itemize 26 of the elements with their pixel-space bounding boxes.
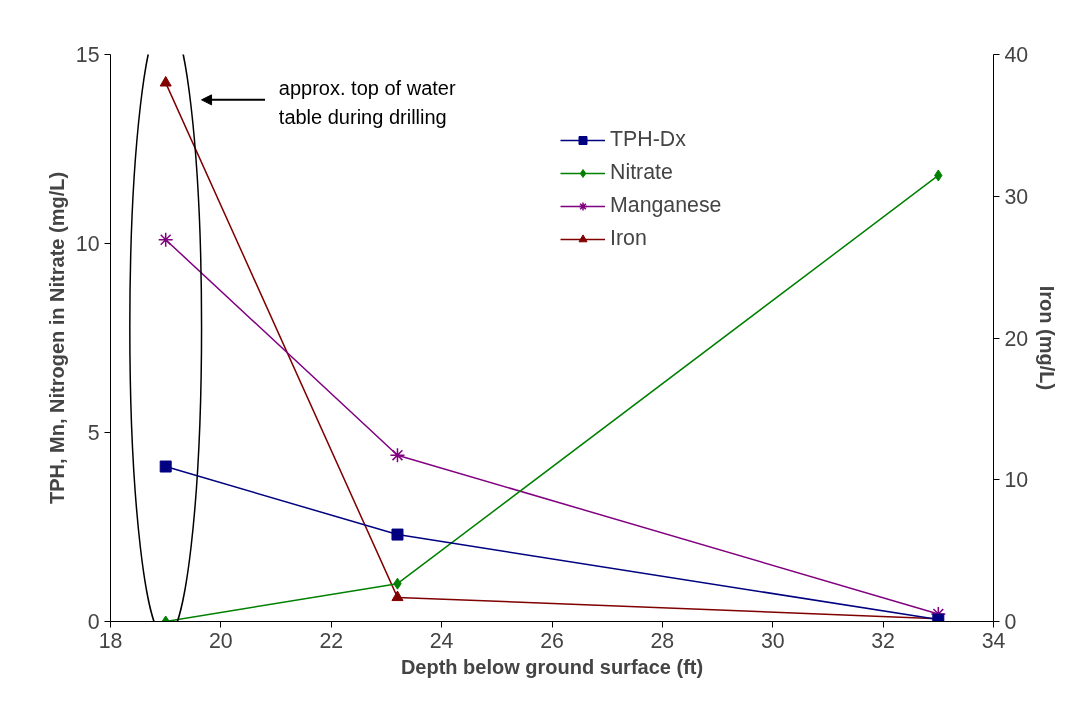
y-axis-title: TPH, Mn, Nitrogen in Nitrate (mg/L): [45, 171, 68, 505]
x-tick-label: 34: [981, 628, 1006, 653]
x-tick-label: 24: [429, 628, 454, 653]
y2-tick-label: 20: [1004, 326, 1029, 351]
y2-tick-label: 30: [1004, 184, 1029, 209]
x-tick-label: 30: [760, 628, 785, 653]
y2-tick-label: 40: [1004, 43, 1029, 67]
x-tick-label: 26: [540, 628, 564, 653]
y2-tick-label: 10: [1004, 468, 1029, 493]
y-tick-label: 10: [75, 232, 100, 256]
x-tick-label: 22: [319, 628, 344, 653]
x-tick-label: 28: [650, 628, 675, 653]
y-tick-label: 0: [87, 610, 100, 634]
legend-label: TPH-Dx: [610, 127, 686, 152]
legend-label: Nitrate: [610, 160, 673, 185]
annotation: approx. top of water table during drilling: [278, 77, 456, 128]
x-axis-title: Depth below ground surface (ft): [400, 655, 704, 678]
x-tick-label: 18: [98, 628, 123, 653]
legend-label: Manganese: [610, 193, 722, 218]
y-tick-label: 5: [87, 421, 100, 445]
y2-tick-label: 0: [1004, 610, 1017, 634]
y2-axis-title: Iron (mg/L): [1036, 285, 1059, 391]
x-tick-label: 32: [871, 628, 895, 653]
legend-label: Iron: [610, 226, 647, 251]
y-tick-label: 15: [75, 43, 100, 67]
x-tick-label: 20: [209, 628, 233, 653]
